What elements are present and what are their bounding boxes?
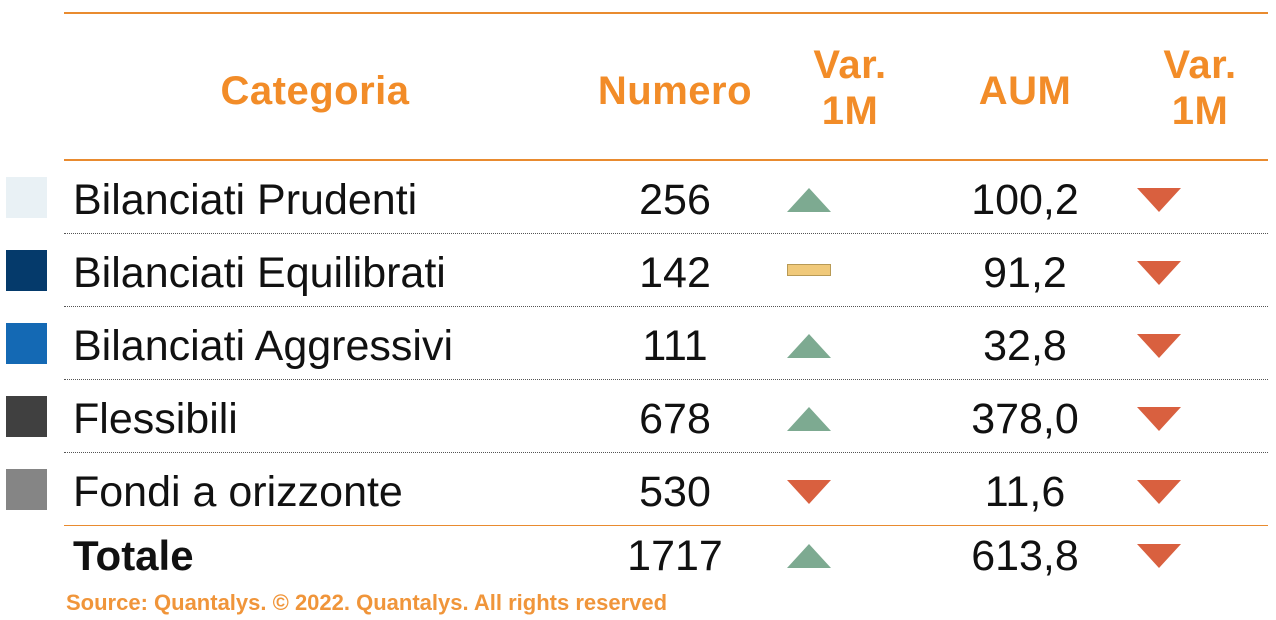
number-change-icon bbox=[787, 264, 831, 276]
row-divider bbox=[64, 233, 1268, 234]
category-swatch bbox=[6, 177, 47, 218]
header-aum: AUM bbox=[978, 69, 1072, 113]
category-swatch bbox=[6, 396, 47, 437]
number-value: 530 bbox=[639, 468, 711, 516]
category-label: Bilanciati Prudenti bbox=[73, 176, 418, 224]
aum-value: 11,6 bbox=[984, 468, 1066, 516]
top-rule bbox=[64, 12, 1268, 14]
number-value: 111 bbox=[642, 322, 708, 370]
number-change-icon bbox=[787, 334, 831, 358]
aum-value: 91,2 bbox=[983, 249, 1067, 297]
number-value: 678 bbox=[639, 395, 711, 443]
header-number-variation: Var. 1M bbox=[790, 42, 910, 134]
number-change-icon bbox=[787, 188, 831, 212]
source-note: Source: Quantalys. © 2022. Quantalys. Al… bbox=[66, 590, 668, 615]
category-swatch bbox=[6, 469, 47, 510]
number-value: 142 bbox=[639, 249, 711, 297]
header-aum-variation: Var. 1M bbox=[1140, 42, 1260, 134]
number-value: 256 bbox=[639, 176, 711, 224]
header-var-label: Var. bbox=[813, 43, 887, 87]
header-var-label: Var. bbox=[1163, 43, 1237, 87]
header-rule bbox=[64, 159, 1268, 161]
header-number: Numero bbox=[597, 69, 753, 113]
aum-change-icon bbox=[1137, 188, 1181, 212]
aum-value: 32,8 bbox=[983, 322, 1067, 370]
total-aum-change-icon bbox=[1137, 544, 1181, 568]
aum-value: 100,2 bbox=[971, 176, 1079, 224]
aum-change-icon bbox=[1137, 334, 1181, 358]
row-divider bbox=[64, 379, 1268, 380]
row-divider bbox=[64, 452, 1268, 453]
total-number-value: 1717 bbox=[627, 532, 723, 580]
aum-change-icon bbox=[1137, 480, 1181, 504]
header-period-label: 1M bbox=[821, 89, 879, 133]
category-label: Flessibili bbox=[73, 395, 238, 443]
total-label: Totale bbox=[73, 532, 194, 579]
total-number-change-icon bbox=[787, 544, 831, 568]
number-change-icon bbox=[787, 407, 831, 431]
category-label: Bilanciati Aggressivi bbox=[73, 322, 454, 370]
aum-change-icon bbox=[1137, 261, 1181, 285]
total-aum-value: 613,8 bbox=[971, 532, 1079, 580]
header-category: Categoria bbox=[220, 69, 410, 113]
row-divider bbox=[64, 306, 1268, 307]
aum-change-icon bbox=[1137, 407, 1181, 431]
category-label: Bilanciati Equilibrati bbox=[73, 249, 446, 297]
number-change-icon bbox=[787, 480, 831, 504]
header-period-label: 1M bbox=[1171, 89, 1229, 133]
aum-value: 378,0 bbox=[971, 395, 1079, 443]
total-rule bbox=[64, 525, 1268, 526]
category-swatch bbox=[6, 323, 47, 364]
category-label: Fondi a orizzonte bbox=[73, 468, 403, 516]
category-swatch bbox=[6, 250, 47, 291]
